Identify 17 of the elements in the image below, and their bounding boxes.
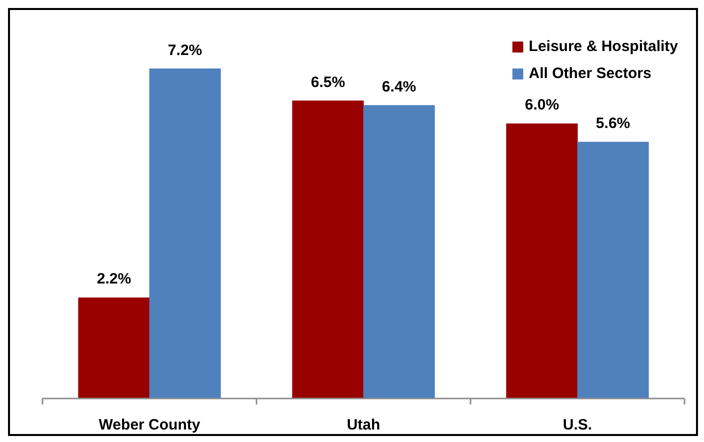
data-label: 6.5% <box>310 74 346 91</box>
data-label: 2.2% <box>96 270 132 288</box>
bar <box>363 105 435 398</box>
bar <box>78 298 150 398</box>
bar <box>577 142 649 398</box>
data-label: 6.0% <box>524 96 560 114</box>
legend-label: All Other Sectors <box>528 65 652 82</box>
data-label: 6.4% <box>382 78 416 96</box>
bar <box>292 100 364 398</box>
legend-label: Leisure & Hospitality <box>528 38 678 55</box>
x-tick-label: Weber County <box>98 416 201 434</box>
x-tick-label: U.S. <box>562 416 592 434</box>
bar <box>506 123 578 398</box>
x-tick-label: Utah <box>346 416 380 434</box>
data-label: 7.2% <box>168 42 202 59</box>
data-label: 5.6% <box>596 115 630 132</box>
bar <box>149 68 221 398</box>
